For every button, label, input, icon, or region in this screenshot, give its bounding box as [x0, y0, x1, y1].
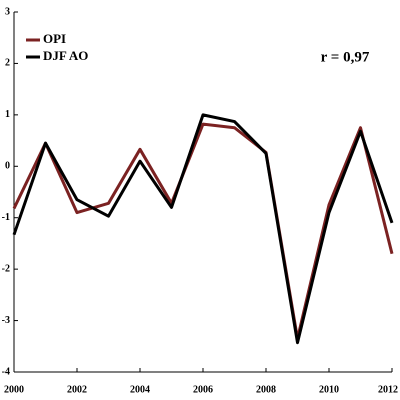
- y-tick-label: -3: [2, 315, 10, 326]
- x-tick-label: 2004: [130, 384, 150, 395]
- annotation: r = 0,97: [321, 49, 370, 65]
- y-tick-label: -4: [2, 366, 10, 377]
- y-tick-label: 2: [5, 58, 10, 69]
- series-line: [12, 113, 394, 345]
- x-tick-label: 2012: [378, 384, 398, 395]
- x-tick-label: 2000: [4, 384, 24, 395]
- x-tick-label: 2010: [319, 384, 339, 395]
- x-tick-label: 2006: [193, 384, 213, 395]
- y-tick-label: -2: [2, 263, 10, 274]
- y-tick-label: -1: [2, 212, 10, 223]
- y-tick-label: 1: [5, 109, 10, 120]
- legend-label: DJF AO: [43, 48, 88, 63]
- y-tick-label: 0: [5, 161, 10, 172]
- x-tick-label: 2002: [67, 384, 87, 395]
- series-line: [12, 122, 394, 341]
- x-tick-label: 2008: [256, 384, 276, 395]
- y-tick-label: 3: [5, 6, 10, 17]
- legend-label: OPI: [43, 31, 66, 46]
